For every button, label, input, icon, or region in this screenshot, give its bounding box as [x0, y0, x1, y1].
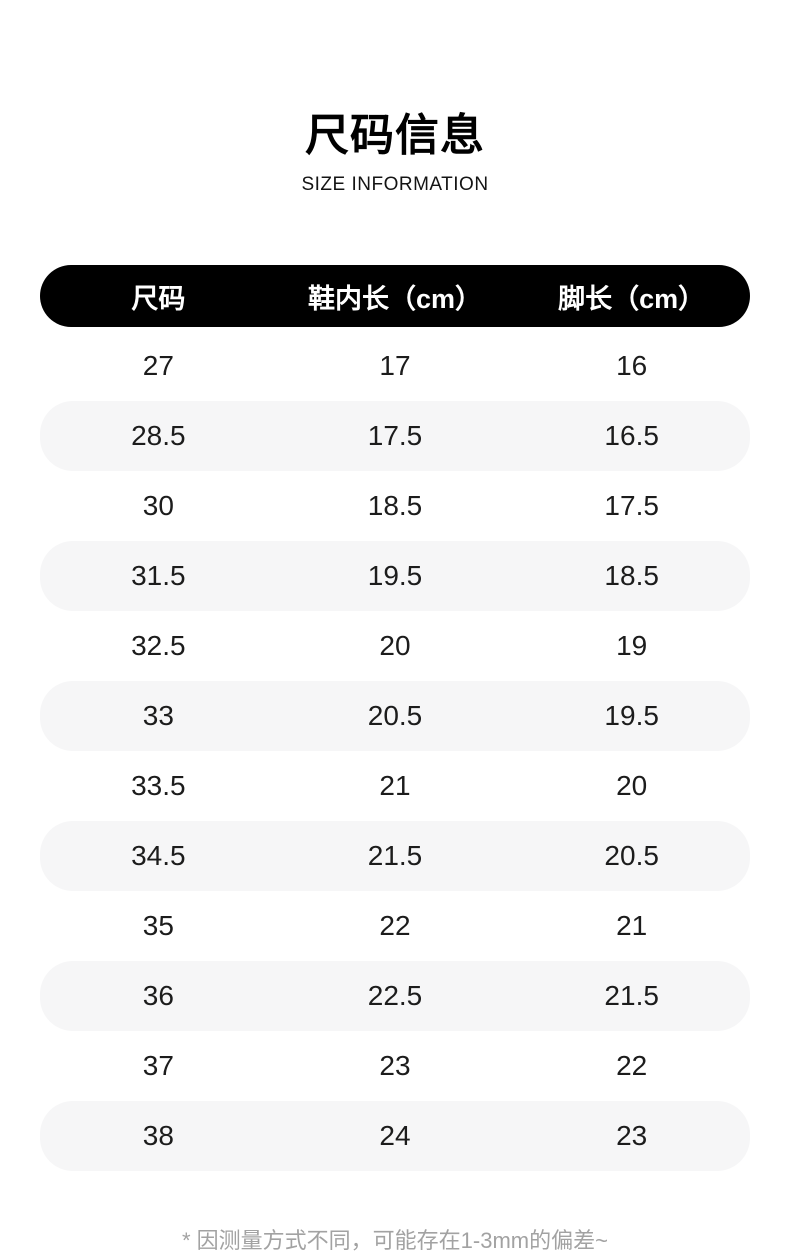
table-cell: 21	[616, 910, 648, 941]
table-header-row: 尺码 鞋内长（cm） 脚长（cm）	[40, 265, 750, 327]
table-row: 32.5 20 19	[40, 611, 750, 681]
table-cell: 33	[142, 700, 174, 731]
table-cell: 19.5	[604, 700, 659, 731]
table-cell: 24	[379, 1120, 411, 1151]
table-cell: 16.5	[604, 420, 659, 451]
table-cell: 38	[142, 1120, 174, 1151]
table-row: 33.5 21 20	[40, 751, 750, 821]
table-cell: 20.5	[604, 840, 659, 871]
table-cell: 19	[616, 630, 648, 661]
table-cell: 23	[616, 1120, 648, 1151]
table-cell: 21	[379, 770, 411, 801]
table-cell: 22	[616, 1050, 648, 1081]
table-cell: 32.5	[131, 630, 186, 661]
table-row: 33 20.5 19.5	[40, 681, 750, 751]
table-cell: 18.5	[604, 560, 659, 591]
table-cell: 17.5	[604, 490, 659, 521]
page-title: 尺码信息	[305, 111, 485, 160]
column-header-inner-length: 鞋内长（cm）	[307, 283, 483, 314]
table-row: 35 22 21	[40, 891, 750, 961]
table-cell: 21.5	[604, 980, 659, 1011]
column-header-size: 尺码	[131, 283, 186, 314]
size-table: 尺码 鞋内长（cm） 脚长（cm） 27 17 16 28.5 17.5 16.5 30 18…	[40, 265, 750, 1171]
table-cell: 20.5	[367, 700, 423, 731]
table-body: 27 17 16 28.5 17.5 16.5 30 18.5 17.5 31.5 19.5 18.5…	[40, 331, 750, 1171]
table-row: 30 18.5 17.5	[40, 471, 750, 541]
table-cell: 35	[142, 910, 174, 941]
table-row: 27 17 16	[40, 331, 750, 401]
table-cell: 31.5	[131, 560, 186, 591]
table-cell: 18.5	[367, 490, 423, 521]
page-subtitle: SIZE INFORMATION	[301, 174, 489, 195]
measurement-disclaimer: * 因测量方式不同，可能存在1-3mm的偏差~	[182, 1228, 608, 1253]
table-cell: 20	[379, 630, 411, 661]
table-cell: 17.5	[367, 420, 423, 451]
table-cell: 21.5	[367, 840, 423, 871]
table-cell: 17	[379, 350, 411, 381]
title-block: 尺码信息 SIZE INFORMATION	[0, 0, 790, 196]
table-cell: 20	[616, 770, 648, 801]
table-cell: 37	[142, 1050, 174, 1081]
table-cell: 34.5	[131, 840, 186, 871]
table-cell: 30	[142, 490, 174, 521]
table-row: 31.5 19.5 18.5	[40, 541, 750, 611]
table-cell: 22.5	[367, 980, 423, 1011]
table-row: 37 23 22	[40, 1031, 750, 1101]
table-cell: 22	[379, 910, 411, 941]
table-cell: 27	[142, 350, 174, 381]
table-cell: 16	[616, 350, 648, 381]
column-header-foot-length: 脚长（cm）	[558, 283, 706, 314]
table-row: 34.5 21.5 20.5	[40, 821, 750, 891]
table-cell: 19.5	[367, 560, 423, 591]
table-row: 38 24 23	[40, 1101, 750, 1171]
table-cell: 33.5	[131, 770, 186, 801]
table-cell: 28.5	[131, 420, 186, 451]
table-row: 28.5 17.5 16.5	[40, 401, 750, 471]
table-cell: 23	[379, 1050, 411, 1081]
table-row: 36 22.5 21.5	[40, 961, 750, 1031]
table-cell: 36	[142, 980, 174, 1011]
